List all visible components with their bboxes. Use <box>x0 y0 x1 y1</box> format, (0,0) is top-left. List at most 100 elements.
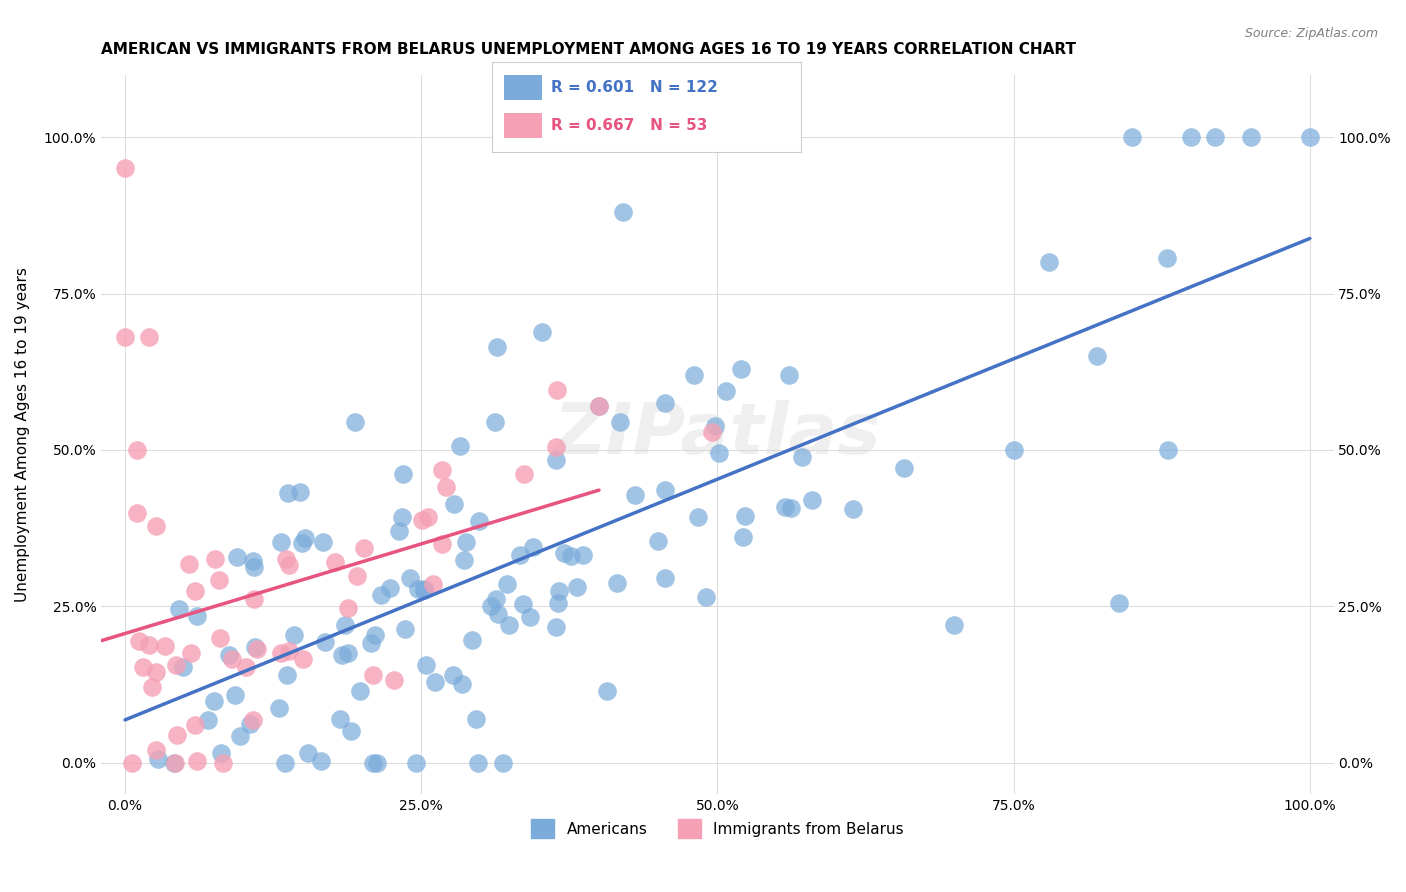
Immigrants from Belarus <box>513 467 536 482</box>
Americans <box>218 648 240 662</box>
Americans <box>364 628 387 642</box>
Americans <box>314 635 336 649</box>
Legend: Americans, Immigrants from Belarus: Americans, Immigrants from Belarus <box>526 814 910 844</box>
Americans <box>277 486 299 500</box>
Immigrants from Belarus <box>153 639 176 653</box>
Americans <box>394 622 416 636</box>
Immigrants from Belarus <box>353 541 375 556</box>
Americans <box>547 596 569 610</box>
Americans <box>449 439 471 453</box>
Immigrants from Belarus <box>212 756 235 770</box>
Americans <box>612 205 634 219</box>
Americans <box>560 549 582 563</box>
Americans <box>588 400 610 414</box>
Americans <box>492 756 515 770</box>
Immigrants from Belarus <box>145 665 167 679</box>
Americans <box>399 571 422 585</box>
Americans <box>226 549 249 564</box>
Americans <box>1156 251 1178 265</box>
Immigrants from Belarus <box>184 718 207 732</box>
Americans <box>716 384 738 399</box>
Immigrants from Belarus <box>125 506 148 520</box>
Americans <box>465 712 488 726</box>
Americans <box>512 597 534 611</box>
Americans <box>197 713 219 727</box>
Americans <box>790 450 813 465</box>
Americans <box>519 610 541 624</box>
Americans <box>704 418 727 433</box>
Immigrants from Belarus <box>278 558 301 572</box>
Americans <box>269 700 291 714</box>
Immigrants from Belarus <box>292 652 315 666</box>
Immigrants from Belarus <box>186 754 208 768</box>
Immigrants from Belarus <box>141 680 163 694</box>
Americans <box>734 509 756 524</box>
Americans <box>688 510 710 524</box>
Immigrants from Belarus <box>432 537 454 551</box>
Americans <box>239 717 262 731</box>
Text: AMERICAN VS IMMIGRANTS FROM BELARUS UNEMPLOYMENT AMONG AGES 16 TO 19 YEARS CORRE: AMERICAN VS IMMIGRANTS FROM BELARUS UNEM… <box>101 42 1077 57</box>
Americans <box>773 500 796 514</box>
Text: Source: ZipAtlas.com: Source: ZipAtlas.com <box>1244 27 1378 40</box>
Americans <box>1002 442 1025 457</box>
Immigrants from Belarus <box>128 634 150 648</box>
Immigrants from Belarus <box>204 551 226 566</box>
Americans <box>297 746 319 760</box>
Text: R = 0.667   N = 53: R = 0.667 N = 53 <box>551 119 707 133</box>
Americans <box>486 340 509 354</box>
Immigrants from Belarus <box>177 557 200 571</box>
Americans <box>778 368 800 382</box>
Immigrants from Belarus <box>382 673 405 687</box>
Americans <box>730 361 752 376</box>
Americans <box>283 628 305 642</box>
Americans <box>339 724 361 739</box>
Americans <box>1108 596 1130 610</box>
Americans <box>425 674 447 689</box>
Immigrants from Belarus <box>361 668 384 682</box>
Immigrants from Belarus <box>121 756 143 770</box>
Immigrants from Belarus <box>434 479 457 493</box>
Immigrants from Belarus <box>546 383 568 397</box>
Americans <box>349 684 371 698</box>
Americans <box>1156 442 1178 457</box>
Immigrants from Belarus <box>180 646 202 660</box>
Immigrants from Belarus <box>700 425 723 440</box>
Americans <box>624 488 647 502</box>
Americans <box>270 534 292 549</box>
Americans <box>456 534 478 549</box>
Immigrants from Belarus <box>418 509 440 524</box>
Americans <box>467 756 489 770</box>
Immigrants from Belarus <box>125 442 148 457</box>
Americans <box>654 396 676 410</box>
Americans <box>332 648 354 662</box>
Americans <box>370 588 392 602</box>
Americans <box>294 532 316 546</box>
Americans <box>707 446 730 460</box>
FancyBboxPatch shape <box>505 113 541 138</box>
Americans <box>695 591 717 605</box>
Americans <box>1204 130 1226 145</box>
Americans <box>606 576 628 591</box>
Americans <box>169 602 191 616</box>
Americans <box>388 524 411 538</box>
Immigrants from Belarus <box>208 632 231 646</box>
Americans <box>391 467 413 482</box>
Immigrants from Belarus <box>114 330 136 344</box>
Immigrants from Belarus <box>138 638 160 652</box>
Americans <box>1085 349 1108 363</box>
Americans <box>408 582 430 597</box>
Americans <box>146 752 169 766</box>
Americans <box>312 535 335 549</box>
Americans <box>335 617 357 632</box>
Y-axis label: Unemployment Among Ages 16 to 19 years: Unemployment Among Ages 16 to 19 years <box>15 267 30 602</box>
Americans <box>412 583 434 598</box>
Americans <box>496 577 519 591</box>
Americans <box>329 712 352 726</box>
Americans <box>544 620 567 634</box>
Americans <box>443 496 465 510</box>
Americans <box>1299 130 1322 145</box>
Immigrants from Belarus <box>184 583 207 598</box>
Immigrants from Belarus <box>165 657 187 672</box>
Americans <box>1121 130 1143 145</box>
Immigrants from Belarus <box>132 659 155 673</box>
